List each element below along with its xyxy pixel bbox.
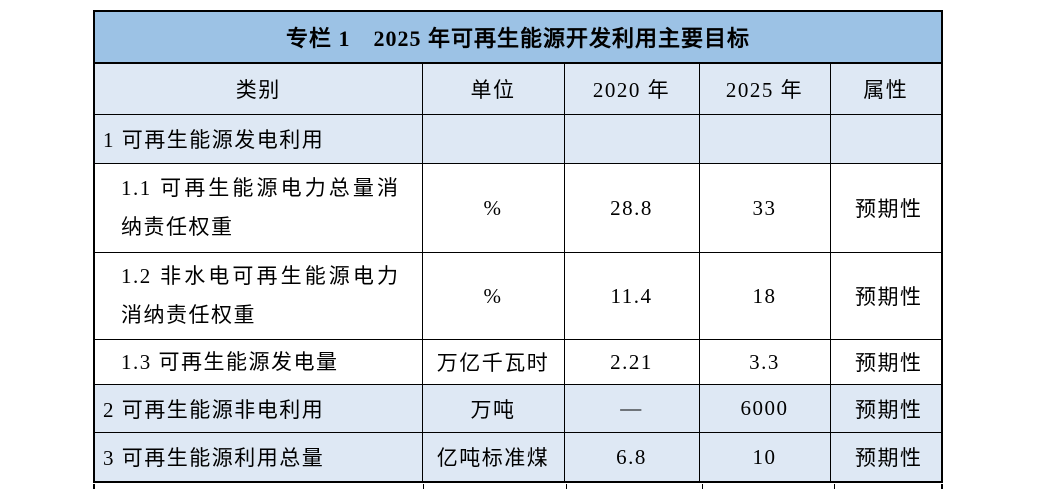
category-cell: 2 可再生能源非电利用 [93,384,423,433]
value-2025-cell: 6000 [698,384,831,433]
table-border-stub [93,484,95,489]
col-header-2020: 2020 年 [563,62,700,115]
category-cell: 1.1 可再生能源电力总量消纳责任权重 [93,163,423,253]
col-header-category: 类别 [93,62,423,115]
table-row-section-2: 2 可再生能源非电利用 万吨 — 6000 预期性 [93,384,944,433]
value-2025-cell: 18 [698,252,831,340]
attribute-cell: 预期性 [829,252,944,340]
table-border-stub [423,484,424,489]
table-row-section-1: 1 可再生能源发电利用 [93,114,944,164]
col-header-attribute: 属性 [829,62,944,115]
table-title-row: 专栏 1 2025 年可再生能源开发利用主要目标 [92,10,944,64]
unit-cell: % [421,163,565,253]
unit-cell: 万亿千瓦时 [421,339,565,385]
renewable-energy-targets-table: 专栏 1 2025 年可再生能源开发利用主要目标 类别 单位 2020 年 20… [92,10,944,483]
unit-cell: 万吨 [421,384,565,433]
category-cell: 3 可再生能源利用总量 [93,432,423,483]
value-2025-cell: 33 [698,163,831,253]
col-header-2025: 2025 年 [698,62,831,115]
attribute-cell: 预期性 [829,339,944,385]
col-header-unit: 单位 [421,62,565,115]
table-border-stub [702,484,703,489]
table-row-1-3: 1.3 可再生能源发电量 万亿千瓦时 2.21 3.3 预期性 [93,339,944,385]
value-2020-cell: 28.8 [563,163,700,253]
attribute-cell [829,114,944,164]
table-header-row: 类别 单位 2020 年 2025 年 属性 [93,62,944,115]
value-2020-cell: 11.4 [563,252,700,340]
unit-cell: % [421,252,565,340]
value-2025-cell [698,114,831,164]
table-row-section-3: 3 可再生能源利用总量 亿吨标准煤 6.8 10 预期性 [93,432,944,483]
category-cell: 1 可再生能源发电利用 [93,114,423,164]
table-row-1-2: 1.2 非水电可再生能源电力消纳责任权重 % 11.4 18 预期性 [93,252,944,340]
value-2020-cell: 6.8 [563,432,700,483]
category-cell: 1.3 可再生能源发电量 [93,339,423,385]
table-border-stub [566,484,567,489]
category-cell: 1.2 非水电可再生能源电力消纳责任权重 [93,252,423,340]
table-row-1-1: 1.1 可再生能源电力总量消纳责任权重 % 28.8 33 预期性 [93,163,944,253]
value-2025-cell: 10 [698,432,831,483]
table-border-stub [834,484,835,489]
value-2020-cell: — [563,384,700,433]
unit-cell: 亿吨标准煤 [421,432,565,483]
attribute-cell: 预期性 [829,384,944,433]
table-continuation-stubs [93,484,943,489]
value-2020-cell [563,114,700,164]
table-border-stub [941,484,943,489]
table-title: 专栏 1 2025 年可再生能源开发利用主要目标 [92,10,944,64]
attribute-cell: 预期性 [829,163,944,253]
value-2020-cell: 2.21 [563,339,700,385]
attribute-cell: 预期性 [829,432,944,483]
value-2025-cell: 3.3 [698,339,831,385]
unit-cell [421,114,565,164]
